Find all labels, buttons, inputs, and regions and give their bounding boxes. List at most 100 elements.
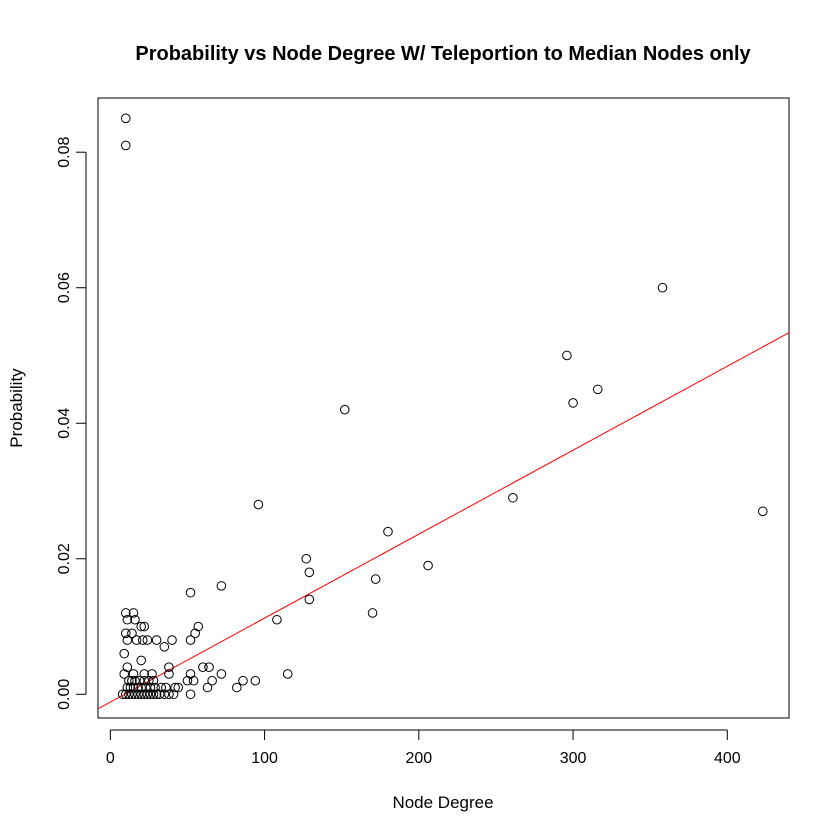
data-point	[117, 689, 128, 700]
plot-frame	[97, 97, 790, 719]
data-point	[238, 675, 248, 686]
data-point	[136, 682, 146, 693]
data-point	[124, 689, 134, 700]
y-tick-label: 0.04	[56, 408, 73, 439]
data-point	[304, 594, 315, 605]
y-axis: 0.00 0.02 0.04 0.06 0.08	[56, 137, 87, 710]
data-point	[216, 581, 227, 591]
data-point	[125, 682, 136, 693]
data-point	[120, 628, 131, 639]
data-point	[757, 506, 768, 517]
data-point	[657, 282, 668, 293]
data-point	[120, 608, 131, 618]
data-point	[128, 608, 139, 618]
data-point	[139, 621, 150, 632]
data-point	[282, 669, 293, 679]
data-point	[145, 689, 156, 700]
data-point	[145, 682, 156, 693]
data-point	[272, 614, 282, 625]
data-point	[185, 669, 196, 679]
y-tick-label: 0.08	[56, 137, 73, 168]
data-point	[164, 689, 174, 700]
data-point	[202, 682, 213, 693]
data-point	[159, 642, 170, 652]
data-point	[120, 140, 131, 151]
data-point	[144, 675, 154, 686]
data-point	[423, 560, 433, 571]
data-point	[130, 689, 140, 700]
data-point	[131, 635, 142, 645]
data-point	[185, 587, 196, 598]
data-point	[207, 675, 217, 686]
data-point	[151, 689, 162, 700]
chart-title: Probability vs Node Degree W/ Teleportio…	[135, 43, 751, 65]
data-point	[127, 628, 137, 639]
data-point	[253, 499, 264, 510]
data-point	[370, 574, 381, 584]
x-tick-label: 400	[714, 750, 741, 767]
data-point	[128, 682, 139, 693]
data-point	[127, 675, 137, 686]
data-point	[128, 669, 139, 679]
y-tick-label: 0.00	[56, 679, 73, 710]
data-point	[204, 662, 214, 672]
data-point	[122, 662, 133, 672]
data-point	[232, 682, 242, 693]
data-point	[148, 675, 159, 686]
data-point	[136, 655, 146, 666]
data-point	[185, 635, 196, 645]
data-point	[367, 608, 378, 618]
data-point	[383, 526, 393, 537]
data-point	[156, 682, 167, 693]
data-point	[173, 682, 184, 693]
data-point	[142, 689, 153, 700]
fit-line-layer	[97, 332, 790, 710]
data-point	[190, 628, 200, 639]
x-axis: 0 100 200 300 400	[106, 729, 741, 767]
y-axis-label: Probability	[7, 368, 26, 448]
data-point	[134, 675, 145, 686]
data-point	[154, 689, 165, 700]
x-tick-label: 100	[251, 750, 278, 767]
data-point	[167, 635, 177, 645]
x-axis-label: Node Degree	[392, 793, 493, 812]
data-point	[164, 662, 174, 672]
data-point	[141, 682, 151, 693]
y-tick-label: 0.02	[56, 543, 73, 574]
data-point	[185, 689, 196, 700]
data-point	[182, 675, 193, 686]
data-point	[137, 635, 148, 645]
data-point	[119, 669, 130, 679]
data-point	[139, 689, 150, 700]
data-point	[147, 669, 157, 679]
data-point	[139, 669, 150, 679]
y-tick-label: 0.06	[56, 272, 73, 303]
data-point	[122, 614, 133, 625]
data-point	[193, 621, 204, 632]
data-point	[216, 669, 227, 679]
data-point	[170, 682, 180, 693]
data-point	[592, 384, 603, 395]
data-point	[168, 689, 179, 700]
data-point	[148, 689, 159, 700]
data-point	[133, 689, 143, 700]
data-point	[127, 689, 137, 700]
data-point	[568, 398, 578, 408]
data-point	[122, 635, 133, 645]
data-point	[150, 682, 160, 693]
data-point	[188, 675, 199, 686]
data-point	[304, 567, 315, 578]
data-point	[124, 675, 134, 686]
data-point	[301, 553, 312, 564]
data-point	[136, 621, 146, 632]
data-point	[139, 675, 150, 686]
data-point	[133, 682, 143, 693]
data-point	[151, 635, 162, 645]
data-point	[339, 404, 350, 415]
x-tick-label: 0	[106, 750, 115, 767]
data-point	[198, 662, 208, 672]
data-point	[130, 614, 140, 625]
data-point	[120, 689, 131, 700]
data-point	[130, 675, 140, 686]
data-point	[562, 350, 572, 361]
